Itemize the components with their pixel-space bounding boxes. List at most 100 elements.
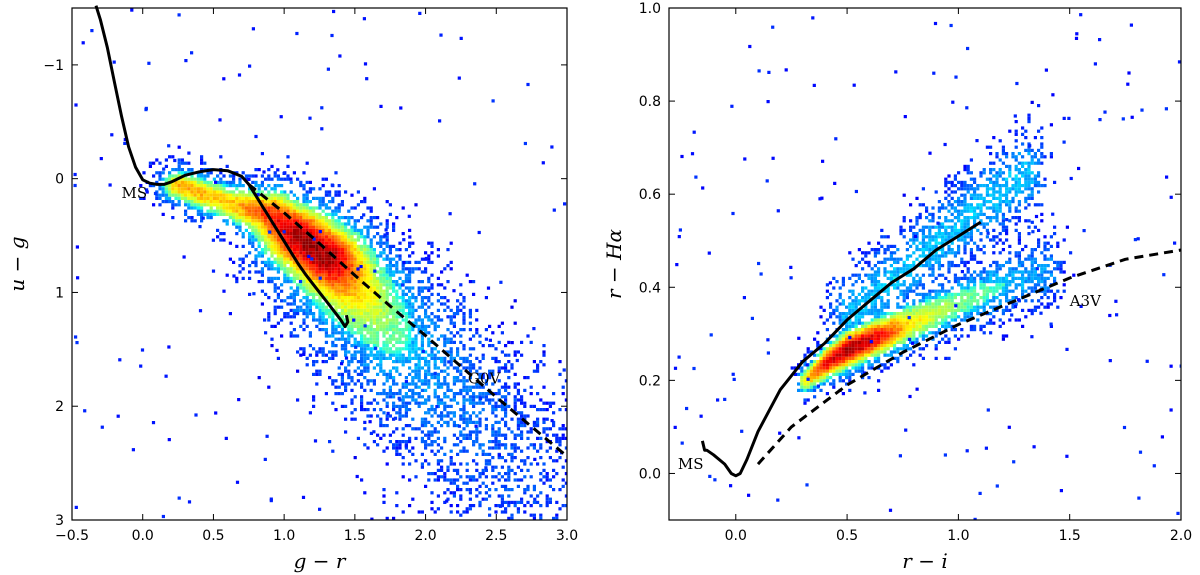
density-bin <box>161 200 165 204</box>
density-bin <box>883 344 887 348</box>
density-bin <box>313 439 318 443</box>
density-bin <box>430 491 434 495</box>
density-bin <box>864 331 868 335</box>
density-bin <box>504 363 508 367</box>
density-bin <box>510 459 514 463</box>
density-bin <box>947 299 951 303</box>
density-bin <box>452 424 456 428</box>
density-bin <box>264 222 268 226</box>
density-bin <box>366 299 370 303</box>
density-bin <box>825 356 829 360</box>
density-bin <box>813 366 817 370</box>
density-bin <box>216 187 220 191</box>
density-bin <box>379 104 383 108</box>
density-bin <box>440 270 444 274</box>
density-bin <box>484 398 488 402</box>
density-bin <box>315 302 319 306</box>
density-bin <box>328 235 332 239</box>
density-bin <box>934 315 938 319</box>
density-bin <box>398 334 402 338</box>
density-bin <box>899 225 903 229</box>
density-bin <box>864 308 868 312</box>
density-bin <box>838 360 842 364</box>
density-bin <box>74 335 78 339</box>
density-bin <box>292 193 296 197</box>
density-bin <box>475 401 479 405</box>
density-bin <box>449 417 453 421</box>
density-bin <box>299 222 303 226</box>
density-bin <box>420 340 424 344</box>
density-bin <box>896 321 900 325</box>
density-bin <box>206 193 210 197</box>
density-bin <box>315 241 319 245</box>
density-bin <box>385 337 389 341</box>
density-bin <box>321 270 325 274</box>
density-bin <box>516 465 520 469</box>
density-bin <box>302 235 306 239</box>
density-bin <box>918 254 922 258</box>
density-bin <box>813 360 817 364</box>
density-bin <box>270 248 274 252</box>
density-bin <box>289 331 293 335</box>
density-bin <box>459 417 463 421</box>
density-bin <box>273 216 277 220</box>
density-bin <box>318 225 322 229</box>
density-bin <box>430 356 434 360</box>
density-bin <box>880 328 884 332</box>
density-bin <box>318 280 322 284</box>
density-bin <box>353 369 357 373</box>
density-bin <box>468 366 472 370</box>
density-bin <box>171 203 175 207</box>
density-bin <box>241 212 245 216</box>
density-bin <box>854 369 858 373</box>
density-bin <box>184 200 188 204</box>
density-bin <box>424 388 428 392</box>
density-bin <box>395 292 399 296</box>
density-bin <box>944 292 948 296</box>
density-bin <box>363 267 367 271</box>
density-bin <box>404 376 408 380</box>
density-bin <box>196 212 200 216</box>
density-bin <box>902 289 906 293</box>
density-bin <box>360 254 364 258</box>
density-bin <box>829 350 833 354</box>
density-bin <box>289 190 293 194</box>
density-bin <box>539 360 543 364</box>
density-bin <box>475 488 479 492</box>
density-bin <box>392 296 396 300</box>
density-bin <box>873 289 877 293</box>
density-bin <box>286 222 290 226</box>
density-bin <box>835 350 839 354</box>
density-bin <box>347 219 351 223</box>
density-bin <box>931 331 935 335</box>
density-bin <box>228 257 232 261</box>
density-bin <box>350 376 354 380</box>
density-bin <box>305 228 309 232</box>
density-bin <box>925 235 929 239</box>
density-bin <box>861 328 865 332</box>
density-bin <box>889 254 893 258</box>
x-tick-label: 2.5 <box>485 528 507 544</box>
density-bin <box>168 190 172 194</box>
density-bin <box>931 238 935 242</box>
density-bin <box>494 443 498 447</box>
density-bin <box>184 161 188 165</box>
density-bin <box>513 372 517 376</box>
density-bin <box>414 427 418 431</box>
density-bin <box>529 462 533 466</box>
density-bin <box>276 251 280 255</box>
density-bin <box>816 331 820 335</box>
density-bin <box>302 241 306 245</box>
density-bin <box>449 504 453 508</box>
density-bin <box>219 180 223 184</box>
density-bin <box>918 216 922 220</box>
density-bin <box>861 324 865 328</box>
density-bin <box>369 244 373 248</box>
density-bin <box>931 296 935 300</box>
density-bin <box>360 228 364 232</box>
density-bin <box>443 369 447 373</box>
density-bin <box>372 254 376 258</box>
density-bin <box>896 312 900 316</box>
density-bin <box>331 222 335 226</box>
density-bin <box>190 190 194 194</box>
